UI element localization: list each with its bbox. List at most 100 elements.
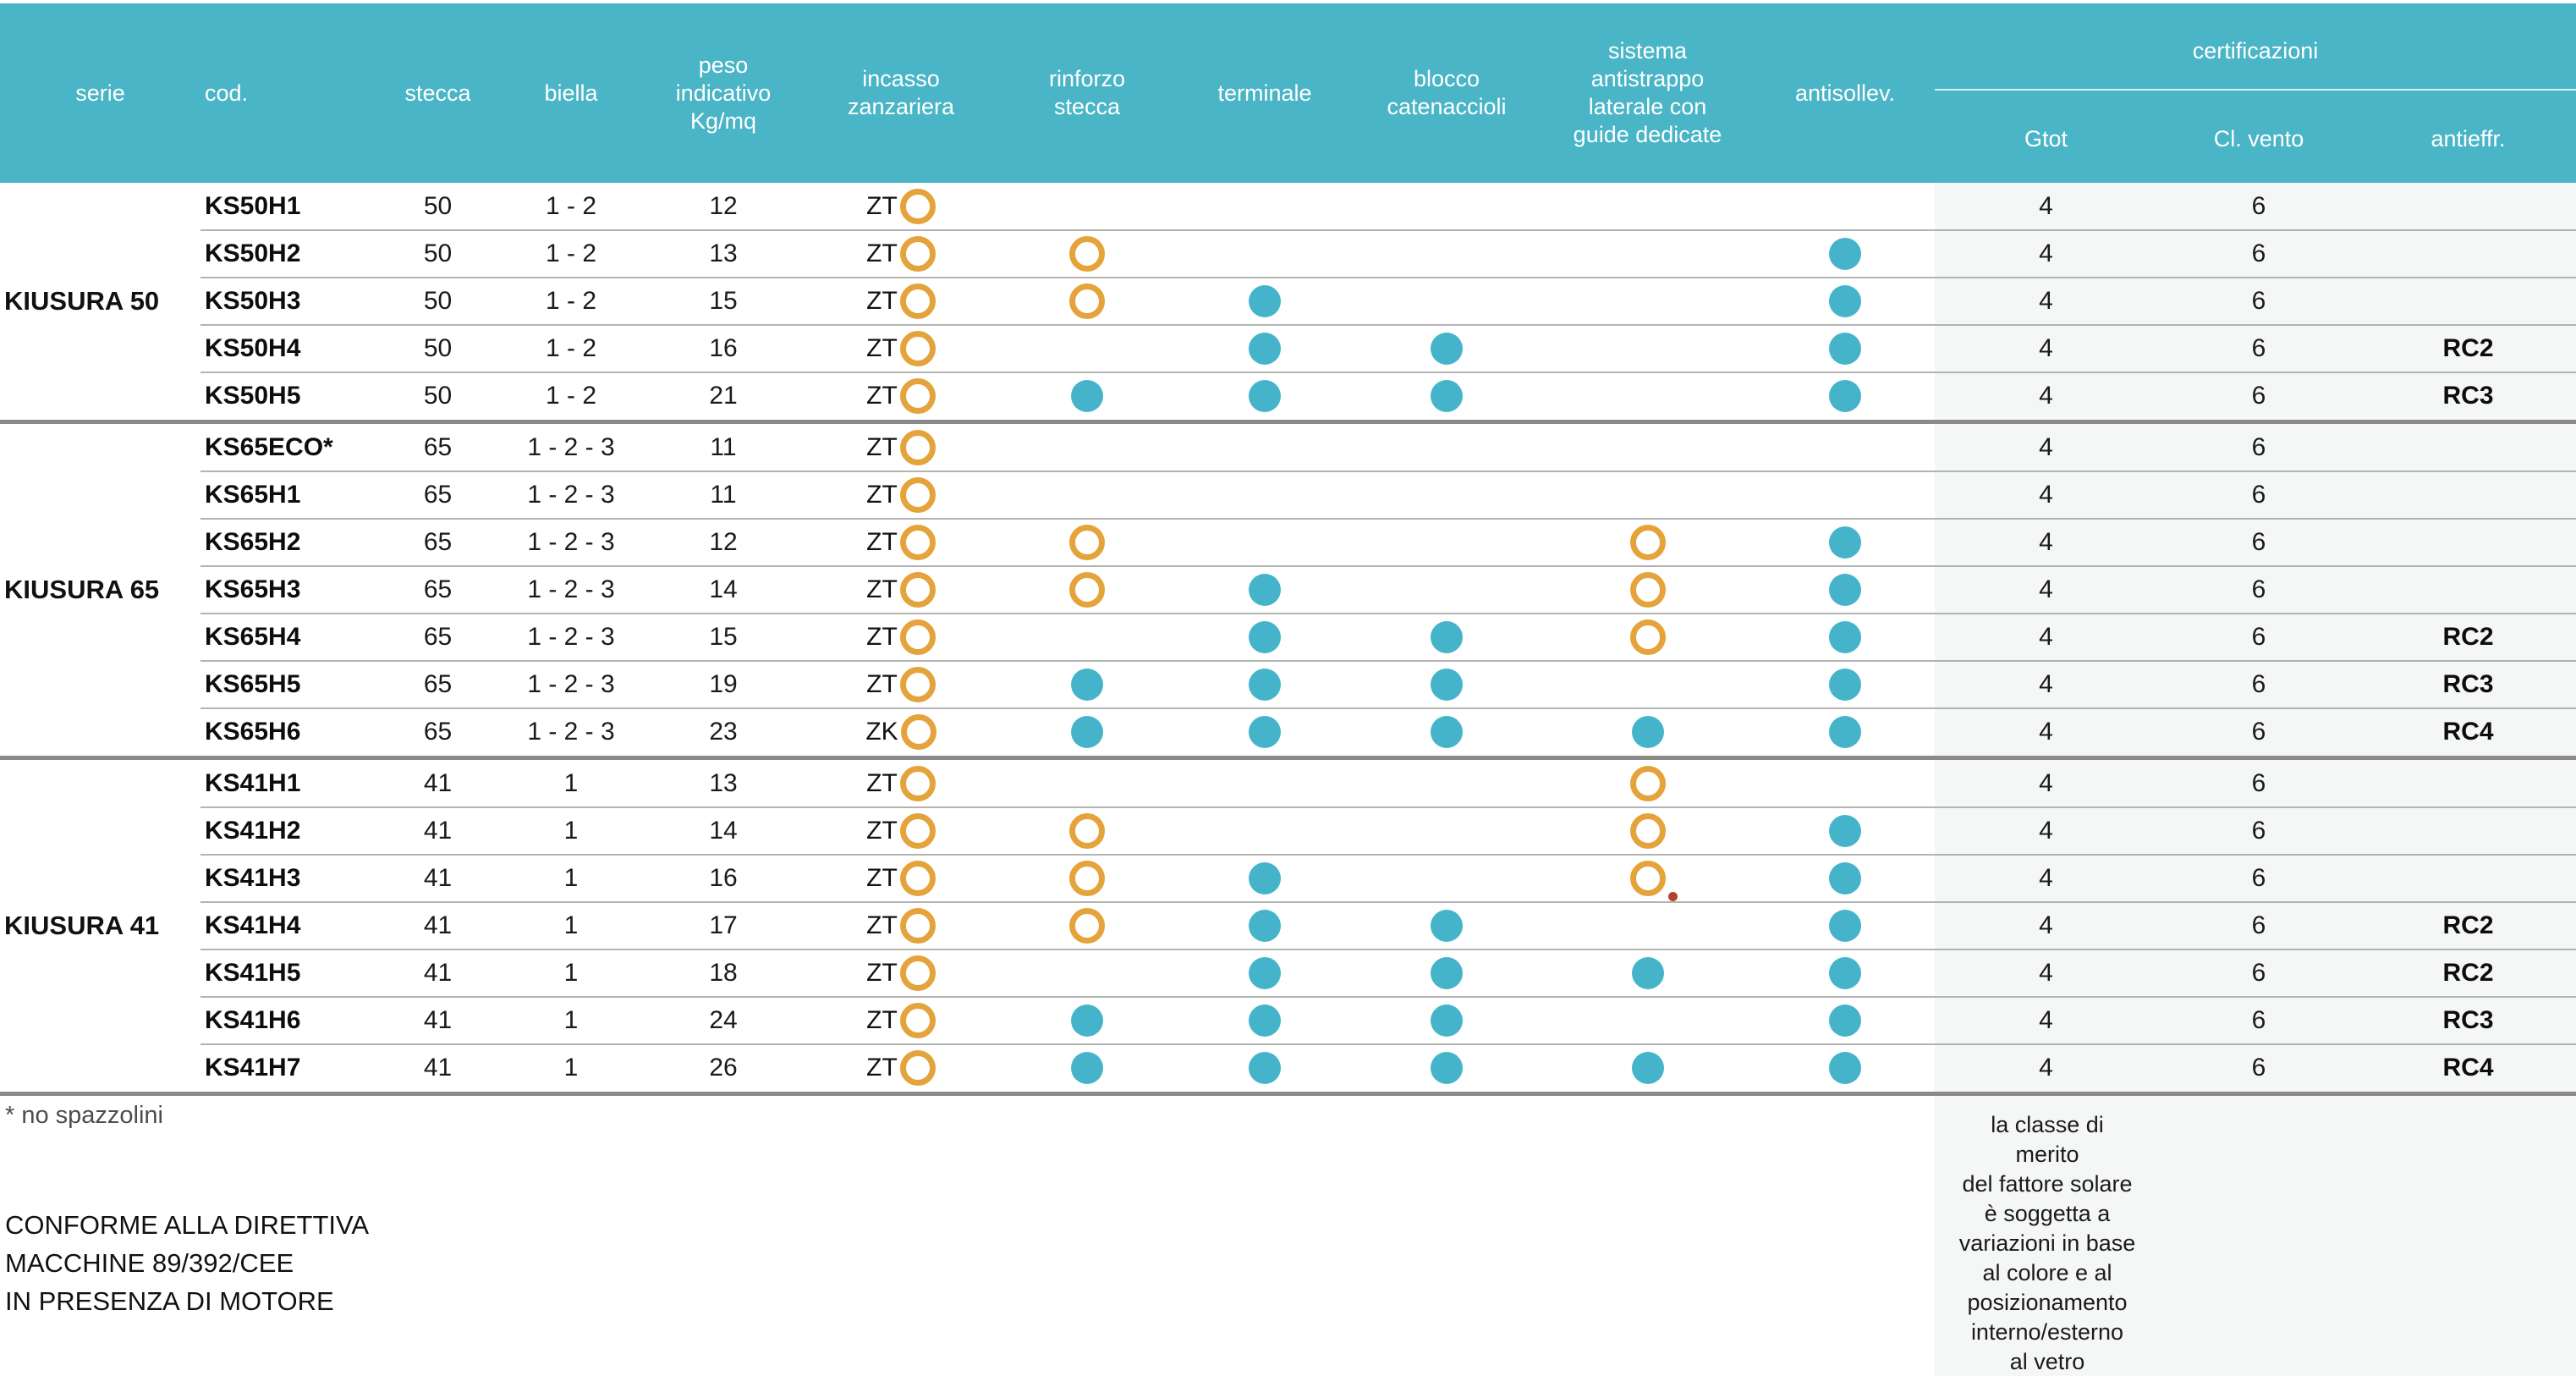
cell-cod: KS65H1 bbox=[205, 481, 301, 509]
cell-sistema bbox=[1540, 372, 1755, 420]
ring-icon bbox=[899, 1050, 936, 1086]
cell-antisollev bbox=[1755, 183, 1935, 230]
ring-icon bbox=[899, 766, 936, 801]
certifications-background-band bbox=[1935, 183, 2576, 1376]
cell-gtot: 4 bbox=[2039, 192, 2053, 220]
cell-cod: KS65H5 bbox=[205, 670, 301, 698]
ring-icon bbox=[899, 430, 936, 465]
table-row: KS41H7 41 1 26 ZT 4 6 RC4 bbox=[0, 1043, 2576, 1092]
column-header-gtot: Gtot bbox=[2024, 126, 2068, 151]
ring-icon bbox=[899, 477, 936, 513]
cell-sistema bbox=[1540, 1044, 1755, 1092]
cell-biella: 1 bbox=[563, 1054, 579, 1082]
incasso-code-label: ZT bbox=[866, 334, 898, 362]
table-row: KS41H6 41 1 24 ZT 4 6 RC3 bbox=[0, 996, 2576, 1044]
cell-incasso-zanzariera: ZT bbox=[804, 1044, 998, 1092]
cell-gtot: 4 bbox=[2039, 670, 2053, 698]
cell-antisollev bbox=[1755, 278, 1935, 325]
cell-peso: 24 bbox=[709, 1006, 738, 1034]
cell-blocco bbox=[1354, 614, 1540, 661]
incasso-code-label: ZT bbox=[866, 911, 898, 939]
cell-antisollev bbox=[1755, 230, 1935, 278]
cell-blocco bbox=[1354, 949, 1540, 997]
cell-biella: 1 - 2 bbox=[545, 287, 597, 315]
cell-stecca: 50 bbox=[423, 192, 453, 220]
dot-icon bbox=[1249, 285, 1281, 317]
ring-icon bbox=[1629, 572, 1666, 608]
cell-biella: 1 bbox=[563, 817, 579, 845]
table-row: KS50H5 50 1 - 2 21 ZT 4 6 RC3 bbox=[0, 372, 2576, 420]
cell-terminale bbox=[1176, 183, 1354, 230]
cell-gtot: 4 bbox=[2039, 528, 2053, 556]
cell-terminale bbox=[1176, 519, 1354, 566]
dot-icon bbox=[1829, 862, 1861, 894]
dot-icon bbox=[1829, 1052, 1861, 1084]
table-row: KS41H4 41 1 17 ZT 4 6 RC2 bbox=[0, 901, 2576, 949]
cell-incasso-zanzariera: ZT bbox=[804, 661, 998, 708]
dot-icon bbox=[1249, 621, 1281, 653]
incasso-code-label: ZT bbox=[866, 575, 898, 603]
column-header-sistema-antistrappo: sistema antistrappo laterale con guide d… bbox=[1573, 38, 1722, 147]
cell-gtot: 4 bbox=[2039, 911, 2053, 939]
cell-stecca: 41 bbox=[423, 769, 453, 797]
cell-rinforzo bbox=[998, 902, 1176, 949]
series-label: KIUSURA 65 bbox=[4, 575, 160, 604]
cell-blocco bbox=[1354, 325, 1540, 372]
cell-biella: 1 bbox=[563, 769, 579, 797]
cell-sistema bbox=[1540, 519, 1755, 566]
cell-rinforzo bbox=[998, 949, 1176, 997]
dot-icon bbox=[1431, 716, 1463, 748]
cell-blocco bbox=[1354, 708, 1540, 756]
cell-rinforzo bbox=[998, 183, 1176, 230]
ring-icon bbox=[1629, 766, 1666, 801]
cell-terminale bbox=[1176, 471, 1354, 519]
cell-stecca: 65 bbox=[423, 433, 453, 461]
dot-icon bbox=[1249, 910, 1281, 942]
column-header-cod: cod. bbox=[205, 80, 249, 106]
cell-sistema bbox=[1540, 760, 1755, 807]
cell-cod: KS65H4 bbox=[205, 623, 301, 651]
cell-sistema bbox=[1540, 997, 1755, 1044]
cell-gtot: 4 bbox=[2039, 575, 2053, 603]
cell-terminale bbox=[1176, 566, 1354, 614]
table-row: KS41H1 41 1 13 ZT 4 6 bbox=[0, 760, 2576, 807]
ring-icon bbox=[899, 236, 936, 272]
column-header-serie: serie bbox=[75, 80, 125, 106]
cell-cod: KS65H6 bbox=[205, 718, 301, 746]
dot-icon bbox=[1249, 957, 1281, 989]
dot-icon bbox=[1431, 1052, 1463, 1084]
column-header-blocco-catenaccioli: blocco catenaccioli bbox=[1387, 66, 1507, 119]
cell-incasso-zanzariera: ZT bbox=[804, 760, 998, 807]
cell-stecca: 65 bbox=[423, 481, 453, 509]
cell-incasso-zanzariera: ZT bbox=[804, 424, 998, 471]
cell-blocco bbox=[1354, 566, 1540, 614]
dot-icon bbox=[1829, 669, 1861, 701]
cell-blocco bbox=[1354, 372, 1540, 420]
table-row: KS65H4 65 1 - 2 - 3 15 ZT 4 6 RC2 bbox=[0, 613, 2576, 661]
cell-stecca: 65 bbox=[423, 575, 453, 603]
cell-terminale bbox=[1176, 1044, 1354, 1092]
cell-blocco bbox=[1354, 760, 1540, 807]
ring-icon bbox=[899, 667, 936, 702]
ring-icon bbox=[1069, 283, 1105, 319]
dot-icon bbox=[1249, 333, 1281, 365]
cell-stecca: 65 bbox=[423, 623, 453, 651]
column-header-cl-vento: Cl. vento bbox=[2213, 126, 2304, 151]
column-header-antisollev: antisollev. bbox=[1794, 80, 1896, 106]
cell-cl-vento: 6 bbox=[2251, 718, 2266, 746]
cell-peso: 13 bbox=[709, 239, 738, 267]
cell-peso: 16 bbox=[709, 864, 738, 892]
series-label: KIUSURA 50 bbox=[4, 286, 160, 316]
cell-blocco bbox=[1354, 661, 1540, 708]
cell-cod: KS41H2 bbox=[205, 817, 301, 845]
cell-peso: 17 bbox=[709, 911, 738, 939]
cell-incasso-zanzariera: ZT bbox=[804, 230, 998, 278]
cell-cl-vento: 6 bbox=[2251, 382, 2266, 410]
cell-stecca: 50 bbox=[423, 382, 453, 410]
dot-icon bbox=[1249, 1052, 1281, 1084]
cell-cod: KS50H1 bbox=[205, 192, 301, 220]
cell-stecca: 50 bbox=[423, 287, 453, 315]
table-row: KS41H3 41 1 16 ZT 4 6 bbox=[0, 854, 2576, 902]
cell-biella: 1 bbox=[563, 911, 579, 939]
column-header-stecca: stecca bbox=[404, 80, 471, 106]
